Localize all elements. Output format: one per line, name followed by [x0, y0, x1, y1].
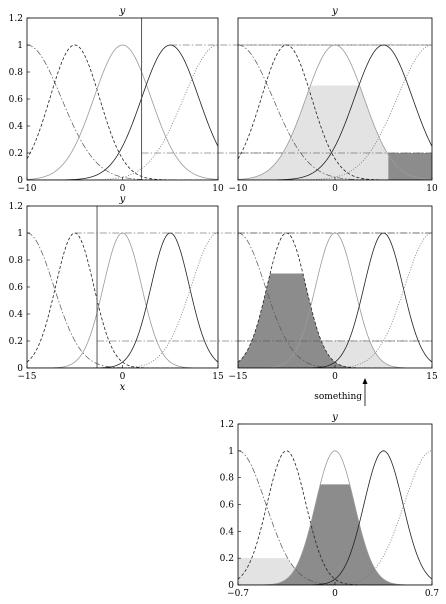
area-fill — [238, 484, 432, 585]
x-tick-label: 0.7 — [425, 589, 440, 599]
series-line — [238, 44, 432, 180]
series-line — [27, 232, 218, 368]
y-tick-label: 1 — [228, 447, 234, 457]
y-tick-label: 0.2 — [9, 337, 23, 347]
series-line — [27, 44, 218, 180]
y-tick-label: 0 — [17, 364, 23, 374]
series-line — [238, 232, 432, 368]
plot-area — [238, 44, 432, 180]
x-tick-label: 10 — [212, 184, 224, 194]
y-tick-label: 1.2 — [9, 14, 23, 24]
y-tick-label: 0 — [228, 581, 234, 591]
x-tick-label: −15 — [229, 372, 248, 382]
y-axis-label: y — [119, 6, 126, 17]
y-tick-label: 0.4 — [220, 527, 235, 537]
x-tick-label: −10 — [229, 184, 248, 194]
y-axis-label: y — [331, 6, 338, 17]
y-axis-label: y — [119, 194, 126, 205]
axes-frame — [26, 17, 219, 181]
plot-area — [238, 232, 432, 368]
y-tick-label: 0.4 — [9, 122, 24, 132]
y-tick-label: 1.2 — [9, 202, 23, 212]
chart-panel: −15 0 15 — [229, 205, 438, 382]
y-tick-label: 0.2 — [9, 149, 23, 159]
area-fill — [238, 273, 432, 368]
y-tick-label: 1 — [17, 229, 23, 239]
chart-panel: −0.7 0 0.700.20.40.60.811.2y — [220, 412, 440, 599]
series-line — [238, 232, 432, 368]
x-tick-label: −10 — [18, 184, 37, 194]
y-tick-label: 0.8 — [220, 474, 235, 484]
annotation-label: something — [314, 392, 362, 402]
y-tick-label: 1 — [17, 41, 23, 51]
series-line — [27, 44, 218, 180]
y-tick-label: 0.8 — [9, 68, 24, 78]
y-axis-label: y — [331, 412, 338, 423]
area-fill — [238, 85, 432, 180]
series-line — [27, 232, 218, 368]
series-line — [27, 44, 218, 180]
x-tick-label: −0.7 — [227, 589, 249, 599]
x-tick-label: 10 — [426, 184, 438, 194]
x-tick-label: 0 — [332, 184, 338, 194]
x-tick-label: 15 — [212, 372, 224, 382]
annotation-arrowhead — [362, 378, 368, 384]
series-line — [27, 232, 218, 368]
y-tick-label: 0 — [17, 176, 23, 186]
series-line — [238, 450, 432, 585]
series-line — [238, 450, 432, 585]
series-line — [27, 44, 218, 180]
y-tick-label: 1.2 — [220, 420, 234, 430]
y-tick-label: 0.8 — [9, 256, 24, 266]
annotation: something — [314, 378, 368, 406]
area-fill — [388, 153, 432, 180]
y-tick-label: 0.6 — [9, 283, 24, 293]
series-line — [27, 232, 218, 368]
plot-area — [27, 232, 218, 368]
y-tick-label: 0.6 — [220, 501, 235, 511]
x-tick-label: 0 — [120, 372, 126, 382]
y-tick-label: 0.2 — [220, 554, 234, 564]
area-fill — [238, 558, 432, 585]
x-tick-label: 0 — [120, 184, 126, 194]
x-tick-label: 15 — [426, 372, 438, 382]
plot-area — [27, 44, 218, 180]
series-line — [27, 232, 218, 368]
plot-area — [238, 450, 432, 585]
x-axis-label: x — [120, 382, 126, 393]
area-fill — [238, 341, 432, 368]
chart-panel: −10 0 10 y — [229, 6, 438, 194]
x-tick-label: 0 — [332, 372, 338, 382]
y-tick-label: 0.6 — [9, 95, 24, 105]
x-tick-label: 0 — [332, 589, 338, 599]
series-line — [238, 450, 432, 585]
x-tick-label: −15 — [18, 372, 37, 382]
series-line — [27, 44, 218, 180]
y-tick-label: 0.4 — [9, 310, 24, 320]
